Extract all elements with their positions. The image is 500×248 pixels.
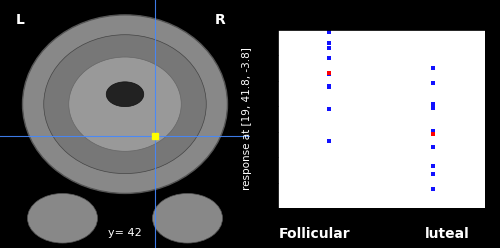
Ellipse shape [152, 193, 222, 243]
Y-axis label: response at [19, 41.8, -3.8]: response at [19, 41.8, -3.8] [242, 48, 252, 190]
Text: x 10: x 10 [278, 20, 297, 29]
Text: y= 42: y= 42 [108, 228, 142, 238]
Ellipse shape [44, 35, 206, 174]
Ellipse shape [22, 15, 228, 193]
Ellipse shape [106, 82, 144, 107]
Text: luteal: luteal [426, 227, 470, 241]
Text: R: R [214, 13, 226, 27]
Text: L: L [16, 13, 24, 27]
Ellipse shape [69, 57, 181, 151]
Text: Follicular: Follicular [279, 227, 350, 241]
Ellipse shape [28, 193, 98, 243]
